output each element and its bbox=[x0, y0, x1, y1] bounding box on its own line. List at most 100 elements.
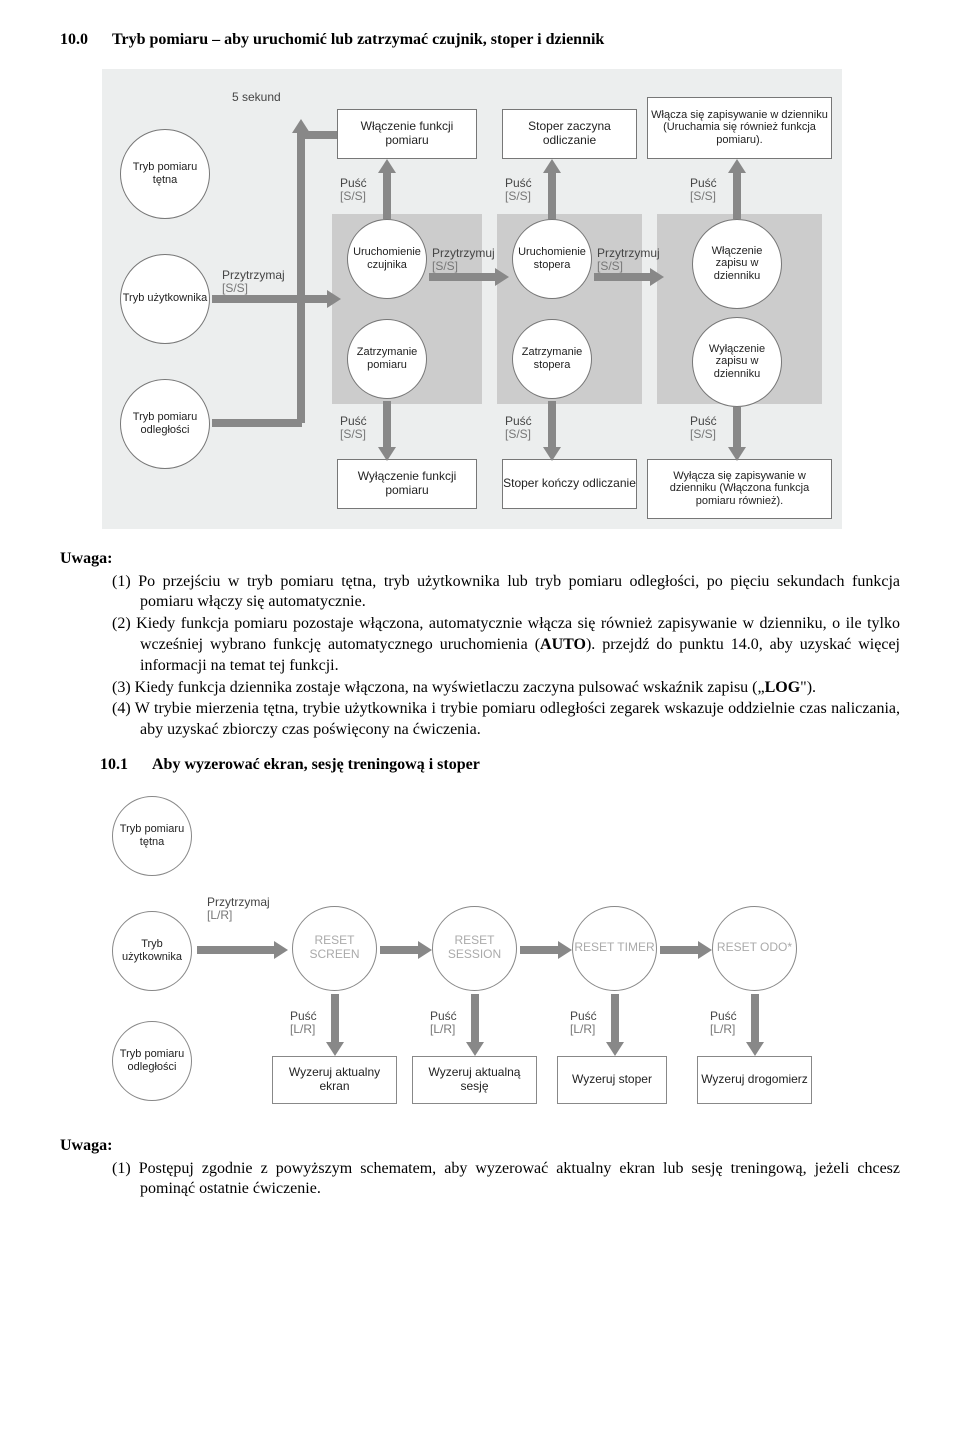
lbl-text: Puść bbox=[570, 1009, 597, 1023]
diagram1-release-label: Puść[S/S] bbox=[505, 415, 532, 441]
lbl-key: [S/S] bbox=[222, 282, 285, 295]
arrow bbox=[297, 301, 305, 423]
diagram1-top-box: Włączenie funkcji pomiaru bbox=[337, 109, 477, 159]
lbl-key: [S/S] bbox=[690, 190, 717, 203]
lbl-text: Przytrzymaj bbox=[207, 895, 270, 909]
arrow bbox=[611, 994, 619, 1044]
diagram1-action-circle: Wyłączenie zapisu w dzienniku bbox=[692, 317, 782, 407]
diagram1-hold2-label: Przytrzymuj[S/S] bbox=[597, 247, 660, 273]
lbl-text: Puść bbox=[340, 176, 367, 190]
diagram2-mode-circle: Tryb pomiaru odległości bbox=[112, 1021, 192, 1101]
arrow-head bbox=[274, 941, 288, 959]
diagram2-bottom-text: Wyzeruj aktualny ekran bbox=[273, 1066, 396, 1094]
lbl-text: Przytrzymuj bbox=[597, 246, 660, 260]
diagram2-bottom-text: Wyzeruj aktualną sesję bbox=[413, 1066, 536, 1094]
diagram1-hold2-label: Przytrzymuj[S/S] bbox=[432, 247, 495, 273]
diagram1-action-circle: Włączenie zapisu w dzienniku bbox=[692, 219, 782, 309]
diagram1-top-box-text: Stoper zaczyna odliczanie bbox=[503, 120, 636, 148]
diagram2-release-label: Puść[L/R] bbox=[430, 1010, 457, 1036]
arrow-head bbox=[378, 159, 396, 173]
section-101-number: 10.1 bbox=[100, 755, 152, 776]
arrow bbox=[471, 994, 479, 1044]
arrow bbox=[594, 273, 654, 281]
arrow bbox=[751, 994, 759, 1044]
diagram2-mode-circle: Tryb pomiaru tętna bbox=[112, 796, 192, 876]
lbl-key: [L/R] bbox=[710, 1023, 737, 1036]
diagram1-top-box: Stoper zaczyna odliczanie bbox=[502, 109, 637, 159]
diagram2-release-label: Puść[L/R] bbox=[570, 1010, 597, 1036]
diagram1-action-text: Zatrzymanie pomiaru bbox=[352, 346, 422, 371]
diagram2-mode-label: Tryb pomiaru odległości bbox=[113, 1048, 191, 1073]
diagram1-mode-label: Tryb pomiaru odległości bbox=[121, 411, 209, 436]
diagram2-bottom-text: Wyzeruj drogomierz bbox=[701, 1073, 808, 1087]
diagram1-bottom-box: Wyłączenie funkcji pomiaru bbox=[337, 459, 477, 509]
arrow-head bbox=[746, 1042, 764, 1056]
arrow bbox=[380, 946, 420, 954]
lbl-text: Puść bbox=[690, 176, 717, 190]
diagram1-action-circle: Zatrzymanie stopera bbox=[512, 319, 592, 399]
diagram1-action-text: Zatrzymanie stopera bbox=[517, 346, 587, 371]
diagram1-bottom-box-text: Wyłącza się zapisywanie w dzienniku (Włą… bbox=[651, 470, 828, 508]
arrow bbox=[733, 171, 741, 219]
diagram2-reset-label: RESET SCREEN bbox=[293, 934, 376, 962]
diagram1-bottom-box-text: Wyłączenie funkcji pomiaru bbox=[338, 470, 476, 498]
diagram1-release-label: Puść[S/S] bbox=[690, 415, 717, 441]
lbl-key: [L/R] bbox=[290, 1023, 317, 1036]
lbl-key: [L/R] bbox=[570, 1023, 597, 1036]
arrow bbox=[520, 946, 560, 954]
section-10-number: 10.0 bbox=[60, 30, 112, 51]
arrow-head bbox=[543, 159, 561, 173]
diagram1-action-circle: Uruchomienie czujnika bbox=[347, 219, 427, 299]
diagram2-reset-label: RESET ODO* bbox=[717, 941, 792, 955]
diagram1-action-text: Wyłączenie zapisu w dzienniku bbox=[697, 343, 777, 381]
arrow-head bbox=[418, 941, 432, 959]
arrow-head bbox=[495, 268, 509, 286]
note1-text: (4) W trybie mierzenia tętna, trybie uży… bbox=[112, 700, 900, 738]
arrow-head bbox=[606, 1042, 624, 1056]
diagram2-mode-label: Tryb użytkownika bbox=[113, 938, 191, 963]
diagram1-top-box: Włącza się zapisywanie w dzienniku (Uruc… bbox=[647, 97, 832, 159]
diagram1-release-label: Puść[S/S] bbox=[505, 177, 532, 203]
diagram-2: Tryb pomiaru tętna Tryb użytkownika Tryb… bbox=[102, 786, 842, 1116]
diagram2-bottom-box: Wyzeruj aktualną sesję bbox=[412, 1056, 537, 1104]
diagram2-reset-circle: RESET ODO* bbox=[712, 906, 797, 991]
lbl-text: Przytrzymaj bbox=[222, 268, 285, 282]
diagram2-bottom-box: Wyzeruj stoper bbox=[557, 1056, 667, 1104]
diagram2-mode-circle: Tryb użytkownika bbox=[112, 911, 192, 991]
diagram1-hold-label: Przytrzymaj[S/S] bbox=[222, 269, 285, 295]
arrow-head bbox=[728, 159, 746, 173]
note2-list: (1) Postępuj zgodnie z powyższym schemat… bbox=[60, 1159, 900, 1201]
arrow bbox=[733, 407, 741, 449]
arrow-head bbox=[327, 290, 341, 308]
diagram2-mode-label: Tryb pomiaru tętna bbox=[113, 823, 191, 848]
diagram1-mode-label: Tryb użytkownika bbox=[123, 292, 208, 305]
lbl-key: [S/S] bbox=[432, 260, 495, 273]
diagram2-reset-circle: RESET SCREEN bbox=[292, 906, 377, 991]
lbl-key: [S/S] bbox=[597, 260, 660, 273]
diagram1-release-label: Puść[S/S] bbox=[340, 415, 367, 441]
diagram-1: 5 sekund Tryb pomiaru tętna Tryb użytkow… bbox=[102, 69, 842, 529]
diagram1-bottom-box-text: Stoper kończy odliczanie bbox=[503, 477, 636, 491]
note1-item: (1) Po przejściu w tryb pomiaru tętna, t… bbox=[112, 572, 900, 614]
bold-auto: AUTO bbox=[540, 636, 586, 653]
lbl-text: Puść bbox=[505, 176, 532, 190]
arrow-head bbox=[728, 447, 746, 461]
diagram2-bottom-text: Wyzeruj stoper bbox=[572, 1073, 652, 1087]
diagram1-action-text: Uruchomienie czujnika bbox=[352, 246, 422, 271]
diagram1-bottom-box: Stoper kończy odliczanie bbox=[502, 459, 637, 509]
diagram1-release-label: Puść[S/S] bbox=[690, 177, 717, 203]
lbl-key: [S/S] bbox=[505, 190, 532, 203]
note1-text: (1) Po przejściu w tryb pomiaru tętna, t… bbox=[112, 573, 900, 611]
diagram1-5sec-label: 5 sekund bbox=[232, 91, 281, 104]
diagram2-reset-label: RESET TIMER bbox=[574, 941, 654, 955]
note2-label: Uwaga: bbox=[60, 1136, 900, 1157]
arrow-head bbox=[466, 1042, 484, 1056]
diagram1-action-text: Uruchomienie stopera bbox=[517, 246, 587, 271]
diagram1-mode-circle: Tryb użytkownika bbox=[120, 254, 210, 344]
note1-label: Uwaga: bbox=[60, 549, 900, 570]
section-10-title: Tryb pomiaru – aby uruchomić lub zatrzym… bbox=[112, 31, 604, 48]
note1-list: (1) Po przejściu w tryb pomiaru tętna, t… bbox=[60, 572, 900, 741]
arrow bbox=[429, 273, 499, 281]
diagram1-mode-label: Tryb pomiaru tętna bbox=[121, 161, 209, 186]
diagram1-mode-circle: Tryb pomiaru tętna bbox=[120, 129, 210, 219]
